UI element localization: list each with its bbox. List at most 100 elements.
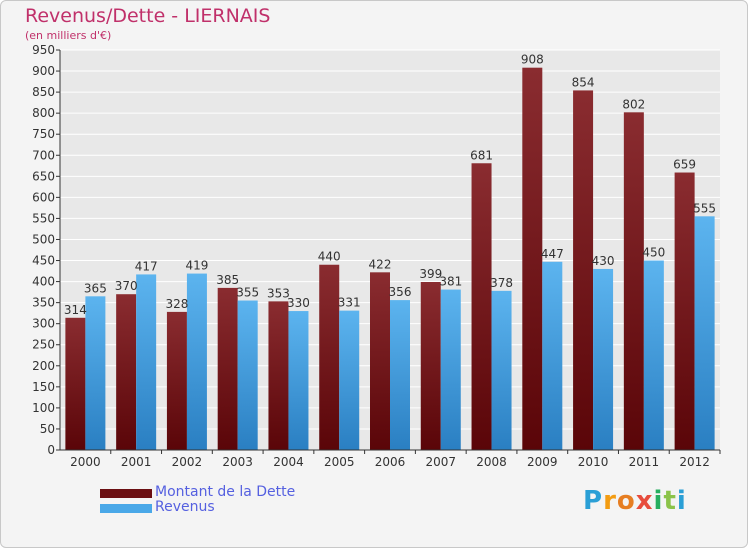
y-tick-label: 500: [32, 232, 55, 246]
y-tick-label: 400: [32, 275, 55, 289]
x-tick-label: 2004: [273, 455, 304, 469]
data-label: 385: [216, 273, 239, 287]
y-tick-label: 950: [32, 43, 55, 57]
bar-revenus: [136, 274, 157, 450]
data-label: 353: [267, 286, 290, 300]
bar-revenus: [237, 300, 258, 450]
data-label: 355: [236, 286, 259, 300]
bar-revenus: [694, 216, 715, 450]
data-label: 419: [185, 259, 208, 273]
data-label: 365: [84, 281, 107, 295]
y-tick-label: 900: [32, 64, 55, 78]
x-tick-label: 2007: [425, 455, 456, 469]
data-label: 417: [135, 259, 158, 273]
bar-dette: [420, 282, 441, 450]
bar-dette: [674, 172, 695, 451]
y-tick-label: 800: [32, 106, 55, 120]
logo-letter: o: [616, 486, 636, 516]
data-label: 440: [318, 250, 341, 264]
y-tick-label: 600: [32, 190, 55, 204]
bar-dette: [573, 90, 594, 450]
x-tick-label: 2011: [629, 455, 660, 469]
bar-revenus: [390, 300, 410, 450]
x-tick-label: 2006: [375, 455, 406, 469]
y-tick-label: 850: [32, 85, 55, 99]
bar-dette: [319, 264, 340, 450]
data-label: 381: [439, 275, 462, 289]
y-tick-label: 750: [32, 127, 55, 141]
y-tick-label: 50: [40, 422, 55, 436]
x-tick-label: 2009: [527, 455, 558, 469]
legend-swatch-revenus: [100, 504, 152, 513]
data-label: 399: [419, 267, 442, 281]
bar-dette: [116, 294, 137, 450]
data-label: 908: [521, 53, 544, 67]
logo-letter: P: [583, 486, 604, 516]
x-tick-label: 2002: [172, 455, 203, 469]
bar-revenus: [440, 289, 461, 450]
data-label: 659: [673, 158, 696, 172]
bar-dette: [623, 112, 644, 450]
bar-dette: [268, 301, 289, 450]
bar-revenus: [643, 260, 664, 450]
data-label: 330: [287, 296, 310, 310]
bar-revenus: [542, 261, 563, 450]
data-label: 328: [165, 297, 188, 311]
data-label: 681: [470, 148, 493, 162]
x-tick-label: 2000: [70, 455, 101, 469]
bar-dette: [471, 163, 492, 450]
bar-revenus: [288, 311, 309, 450]
y-tick-label: 100: [32, 401, 55, 415]
y-tick-label: 700: [32, 148, 55, 162]
bar-dette: [370, 272, 390, 450]
proxiti-logo: Proxiti: [583, 486, 687, 516]
logo-letter: i: [676, 486, 687, 516]
x-tick-label: 2005: [324, 455, 355, 469]
x-tick-label: 2010: [578, 455, 609, 469]
data-label: 854: [572, 75, 595, 89]
x-tick-label: 2003: [222, 455, 253, 469]
data-label: 370: [115, 279, 138, 293]
x-tick-label: 2012: [679, 455, 710, 469]
y-tick-label: 300: [32, 317, 55, 331]
bar-revenus: [85, 296, 106, 450]
logo-letter: i: [653, 486, 664, 516]
data-label: 314: [64, 303, 87, 317]
y-tick-label: 550: [32, 211, 55, 225]
y-tick-label: 150: [32, 380, 55, 394]
bar-dette: [166, 311, 187, 450]
bar-dette: [65, 317, 86, 450]
bar-revenus: [491, 290, 512, 450]
data-label: 430: [592, 254, 615, 268]
legend-label-revenus: Revenus: [155, 499, 215, 515]
bar-dette: [217, 287, 238, 450]
data-label: 802: [622, 97, 645, 111]
logo-letter: t: [663, 486, 677, 516]
y-tick-label: 450: [32, 254, 55, 268]
y-tick-label: 350: [32, 296, 55, 310]
y-tick-label: 0: [47, 443, 55, 457]
data-label: 331: [338, 296, 361, 310]
logo-letter: r: [603, 486, 617, 516]
bar-revenus: [186, 273, 207, 450]
data-label: 378: [490, 276, 513, 290]
data-label: 356: [389, 285, 412, 299]
y-tick-label: 200: [32, 359, 55, 373]
bar-revenus: [339, 310, 360, 450]
legend-label-dette: Montant de la Dette: [155, 484, 296, 500]
bar-revenus: [593, 268, 614, 450]
data-label: 447: [541, 247, 564, 261]
legend-swatch-dette: [100, 489, 152, 498]
y-tick-label: 250: [32, 338, 55, 352]
data-label: 555: [693, 201, 716, 215]
chart-subtitle: (en milliers d'€): [25, 29, 112, 42]
chart-title: Revenus/Dette - LIERNAIS: [25, 5, 271, 27]
data-label: 422: [369, 257, 392, 271]
x-tick-label: 2001: [121, 455, 152, 469]
x-tick-label: 2008: [476, 455, 507, 469]
logo-letter: x: [635, 486, 654, 516]
data-label: 450: [642, 246, 665, 260]
y-tick-label: 650: [32, 169, 55, 183]
bar-dette: [522, 67, 543, 451]
